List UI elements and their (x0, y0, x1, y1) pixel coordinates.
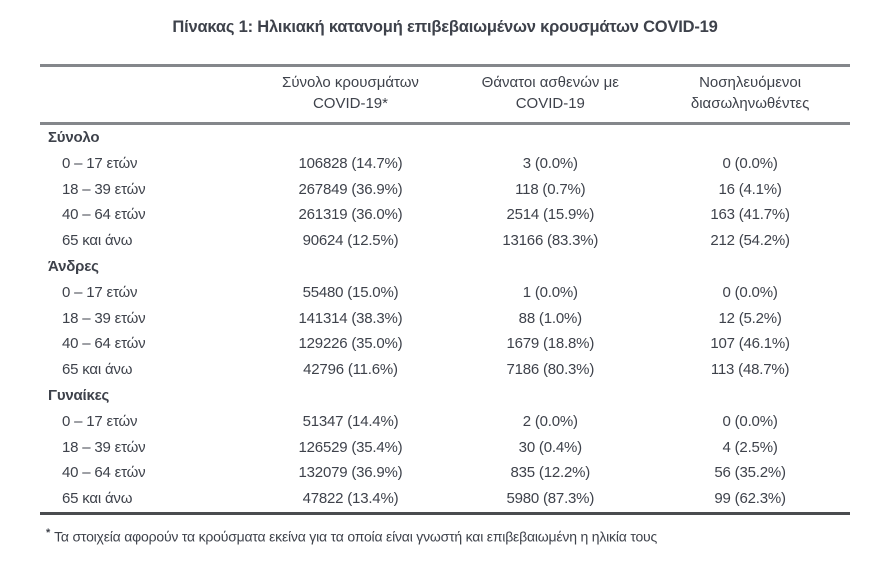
deaths-value: 5980 (87.3%) (506, 490, 595, 508)
deaths-value: 2514 (15.9%) (506, 206, 595, 224)
section-label-men: Άνδρες (48, 257, 99, 275)
age-label: 65 και άνω (62, 490, 133, 508)
intubated-value: 0 (0.0%) (722, 412, 778, 430)
column-header-cases: Σύνολο κρουσμάτων COVID-19* (251, 72, 451, 114)
intubated-value: 163 (41.7%) (710, 206, 790, 224)
report-page: Πίνακας 1: Ηλικιακή κατανομή επιβεβαιωμέ… (40, 18, 850, 547)
deaths-value: 1679 (18.8%) (506, 335, 595, 353)
deaths-value: 1 (0.0%) (522, 283, 578, 301)
intubated-value: 0 (0.0%) (722, 154, 778, 172)
cases-value: 51347 (14.4%) (302, 412, 399, 430)
footnote-text: Τα στοιχεία αφορούν τα κρούσματα εκείνα … (54, 528, 658, 545)
table-header-row: Σύνολο κρουσμάτων COVID-19* Θάνατοι ασθε… (40, 64, 850, 125)
column-header-deaths-line1: Θάνατοι ασθενών με (481, 74, 619, 91)
table-body: Σύνολο 0 – 17 ετών 106828 (14.7%) 3 (0.0… (40, 125, 850, 515)
cases-value: 141314 (38.3%) (298, 309, 403, 327)
section-row-women: Γυναίκες (40, 383, 850, 409)
deaths-value: 7186 (80.3%) (506, 361, 595, 379)
cases-value: 261319 (36.0%) (298, 206, 403, 224)
table-row: 40 – 64 ετών 132079 (36.9%) 835 (12.2%) … (40, 460, 850, 486)
intubated-value: 99 (62.3%) (714, 490, 786, 508)
age-label: 40 – 64 ετών (62, 335, 146, 353)
cases-value: 267849 (36.9%) (298, 180, 403, 198)
intubated-value: 113 (48.7%) (710, 361, 790, 379)
deaths-value: 2 (0.0%) (522, 412, 578, 430)
column-header-cases-line2: COVID-19* (312, 95, 388, 112)
deaths-value: 88 (1.0%) (518, 309, 582, 327)
age-label: 65 και άνω (62, 232, 133, 250)
table-title: Πίνακας 1: Ηλικιακή κατανομή επιβεβαιωμέ… (172, 18, 718, 36)
age-label: 40 – 64 ετών (62, 464, 146, 482)
age-label: 0 – 17 ετών (62, 283, 138, 301)
age-label: 65 και άνω (62, 361, 133, 379)
table-row: 0 – 17 ετών 55480 (15.0%) 1 (0.0%) 0 (0.… (40, 280, 850, 306)
age-label: 18 – 39 ετών (62, 180, 146, 198)
cases-value: 42796 (11.6%) (303, 361, 398, 379)
cases-value: 47822 (13.4%) (302, 490, 399, 508)
table-row: 0 – 17 ετών 51347 (14.4%) 2 (0.0%) 0 (0.… (40, 409, 850, 435)
table-row: 65 και άνω 47822 (13.4%) 5980 (87.3%) 99… (40, 486, 850, 512)
age-label: 40 – 64 ετών (62, 206, 146, 224)
intubated-value: 4 (2.5%) (722, 438, 778, 456)
age-label: 18 – 39 ετών (62, 438, 146, 456)
deaths-value: 13166 (83.3%) (502, 232, 599, 250)
section-row-men: Άνδρες (40, 254, 850, 280)
intubated-value: 12 (5.2%) (718, 309, 782, 327)
cases-value: 129226 (35.0%) (298, 335, 403, 353)
intubated-value: 16 (4.1%) (718, 180, 782, 198)
age-label: 0 – 17 ετών (62, 412, 138, 430)
section-row-total: Σύνολο (40, 125, 850, 151)
header-spacer (40, 72, 251, 114)
cases-value: 55480 (15.0%) (302, 283, 399, 301)
column-header-intubated-line1: Νοσηλευόμενοι (699, 74, 802, 91)
cases-value: 90624 (12.5%) (302, 232, 399, 250)
covid-age-table: Σύνολο κρουσμάτων COVID-19* Θάνατοι ασθε… (40, 64, 850, 547)
deaths-value: 835 (12.2%) (510, 464, 591, 482)
deaths-value: 3 (0.0%) (522, 154, 578, 172)
section-label-women: Γυναίκες (48, 386, 110, 404)
intubated-value: 56 (35.2%) (714, 464, 786, 482)
table-row: 18 – 39 ετών 126529 (35.4%) 30 (0.4%) 4 … (40, 435, 850, 461)
cases-value: 106828 (14.7%) (298, 154, 403, 172)
cases-value: 132079 (36.9%) (298, 464, 403, 482)
deaths-value: 118 (0.7%) (515, 180, 586, 198)
table-row: 40 – 64 ετών 129226 (35.0%) 1679 (18.8%)… (40, 331, 850, 357)
table-row: 65 και άνω 90624 (12.5%) 13166 (83.3%) 2… (40, 228, 850, 254)
table-row: 65 και άνω 42796 (11.6%) 7186 (80.3%) 11… (40, 357, 850, 383)
column-header-intubated: Νοσηλευόμενοι διασωληνωθέντες (650, 72, 850, 114)
intubated-value: 0 (0.0%) (722, 283, 778, 301)
intubated-value: 107 (46.1%) (710, 335, 790, 353)
column-header-deaths-line2: COVID-19 (515, 95, 585, 112)
column-header-intubated-line2: διασωληνωθέντες (690, 95, 810, 112)
footnote-asterisk: * (46, 526, 51, 539)
table-footnote: * Τα στοιχεία αφορούν τα κρούσματα εκείνα… (40, 524, 850, 547)
section-label-total: Σύνολο (48, 129, 100, 146)
age-label: 18 – 39 ετών (62, 309, 146, 327)
column-header-deaths: Θάνατοι ασθενών με COVID-19 (450, 72, 650, 114)
deaths-value: 30 (0.4%) (518, 438, 582, 456)
table-row: 18 – 39 ετών 141314 (38.3%) 88 (1.0%) 12… (40, 306, 850, 332)
table-row: 40 – 64 ετών 261319 (36.0%) 2514 (15.9%)… (40, 202, 850, 228)
table-row: 18 – 39 ετών 267849 (36.9%) 118 (0.7%) 1… (40, 177, 850, 203)
age-label: 0 – 17 ετών (62, 154, 138, 172)
column-header-cases-line1: Σύνολο κρουσμάτων (282, 74, 419, 91)
intubated-value: 212 (54.2%) (710, 232, 790, 250)
table-row: 0 – 17 ετών 106828 (14.7%) 3 (0.0%) 0 (0… (40, 151, 850, 177)
cases-value: 126529 (35.4%) (298, 438, 403, 456)
